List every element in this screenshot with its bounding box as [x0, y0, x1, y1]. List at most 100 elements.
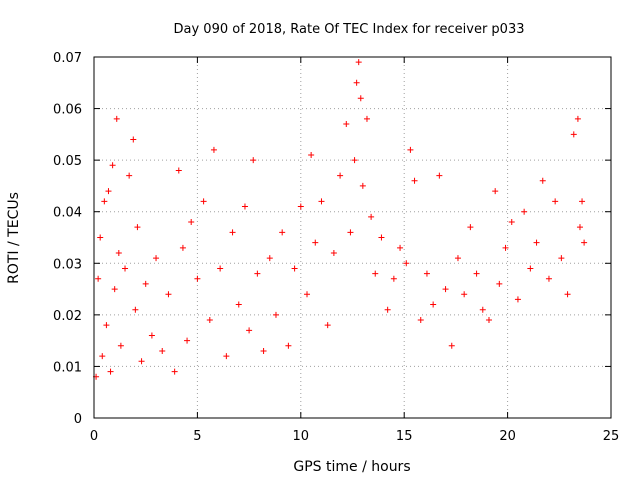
data-point [113, 115, 120, 122]
data-point [473, 270, 480, 277]
data-point [285, 342, 292, 349]
data-point [372, 270, 379, 277]
data-point [297, 203, 304, 210]
data-point [570, 131, 577, 138]
data-point [403, 260, 410, 267]
data-point [235, 301, 242, 308]
data-point [397, 244, 404, 251]
data-point [351, 157, 358, 164]
data-point [97, 234, 104, 241]
data-points [93, 59, 588, 380]
plot-frame [93, 56, 612, 419]
data-point [390, 275, 397, 282]
data-point [229, 229, 236, 236]
data-point [126, 172, 133, 179]
y-tick-label: 0.01 [53, 360, 82, 375]
data-point [175, 167, 182, 174]
data-point [407, 146, 414, 153]
axis-ticks: 0 5 10 15 20 25 0 0.01 0.02 0.03 0.04 0.05 0.06 0.07 [53, 51, 619, 444]
data-point [138, 358, 145, 365]
data-point [355, 59, 362, 66]
data-point [552, 198, 559, 205]
x-tick-label: 25 [603, 429, 620, 444]
data-point [103, 322, 110, 329]
data-point [117, 342, 124, 349]
data-point [384, 306, 391, 313]
data-point [368, 213, 375, 220]
data-point [107, 368, 114, 375]
data-point [111, 286, 118, 293]
data-point [467, 224, 474, 231]
x-tick-label: 0 [90, 429, 98, 444]
data-point [485, 317, 492, 324]
data-point [508, 219, 515, 226]
data-point [279, 229, 286, 236]
data-point [312, 239, 319, 246]
chart-title: Day 090 of 2018, Rate Of TEC Index for r… [174, 22, 525, 37]
data-point [217, 265, 224, 272]
data-point [210, 146, 217, 153]
data-point [539, 177, 546, 184]
data-point [188, 219, 195, 226]
data-point [576, 224, 583, 231]
y-tick-label: 0.06 [53, 103, 82, 118]
data-point [308, 151, 315, 158]
data-point [184, 337, 191, 344]
data-point [130, 136, 137, 143]
data-point [564, 291, 571, 298]
data-point [353, 79, 360, 86]
y-tick-label: 0.05 [53, 154, 82, 169]
y-tick-label: 0.04 [53, 206, 82, 221]
data-point [223, 353, 230, 360]
data-point [148, 332, 155, 339]
data-point [359, 182, 366, 189]
y-tick-label: 0.07 [53, 51, 82, 66]
data-point [115, 249, 122, 256]
data-point [448, 342, 455, 349]
data-point [95, 275, 102, 282]
data-point [330, 249, 337, 256]
data-point [246, 327, 253, 334]
data-point [159, 347, 166, 354]
data-point [417, 317, 424, 324]
x-tick-label: 5 [193, 429, 201, 444]
data-point [291, 265, 298, 272]
data-point [134, 224, 141, 231]
data-point [479, 306, 486, 313]
data-point [581, 239, 588, 246]
data-point [179, 244, 186, 251]
data-point [357, 95, 364, 102]
y-axis-label: ROTI / TECUs [6, 192, 22, 284]
data-point [378, 234, 385, 241]
data-point [558, 255, 565, 262]
data-point [105, 188, 112, 195]
data-point [194, 275, 201, 282]
data-point [122, 265, 129, 272]
data-point [533, 239, 540, 246]
data-point [363, 115, 370, 122]
data-point [492, 188, 499, 195]
x-tick-label: 10 [293, 429, 310, 444]
data-point [132, 306, 139, 313]
data-point [260, 347, 267, 354]
data-point [266, 255, 273, 262]
data-point [324, 322, 331, 329]
data-point [411, 177, 418, 184]
data-point [241, 203, 248, 210]
data-point [514, 296, 521, 303]
y-tick-label: 0 [74, 412, 82, 427]
data-point [496, 280, 503, 287]
data-point [527, 265, 534, 272]
data-point [109, 162, 116, 169]
data-point [153, 255, 160, 262]
data-point [545, 275, 552, 282]
data-point [142, 280, 149, 287]
data-point [347, 229, 354, 236]
data-point [502, 244, 509, 251]
data-point [442, 286, 449, 293]
data-point [318, 198, 325, 205]
x-tick-label: 15 [396, 429, 413, 444]
data-point [521, 208, 528, 215]
data-point [574, 115, 581, 122]
